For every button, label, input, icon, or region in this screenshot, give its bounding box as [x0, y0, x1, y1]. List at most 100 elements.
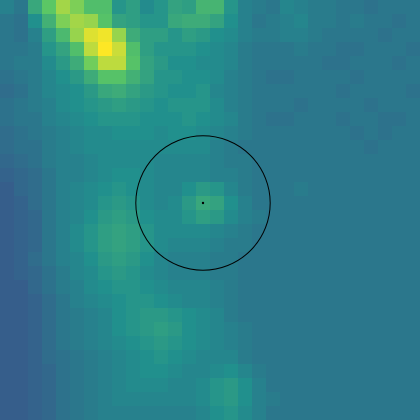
heatmap-cell [112, 84, 127, 99]
heatmap-cell [336, 112, 351, 127]
heatmap-cell [42, 280, 57, 295]
heatmap-cell [126, 336, 141, 351]
heatmap-cell [238, 224, 253, 239]
heatmap-cell [140, 210, 155, 225]
heatmap-cell [14, 238, 29, 253]
heatmap-cell [336, 280, 351, 295]
heatmap-cell [252, 238, 267, 253]
heatmap-cell [336, 308, 351, 323]
heatmap-cell [14, 392, 29, 407]
heatmap-cell [168, 14, 183, 29]
heatmap-cell [98, 210, 113, 225]
heatmap-cell [336, 378, 351, 393]
heatmap-cell [336, 392, 351, 407]
heatmap-cell [266, 266, 281, 281]
heatmap-cell [322, 98, 337, 113]
heatmap-cell [56, 280, 71, 295]
heatmap-cell [224, 280, 239, 295]
heatmap-cell [280, 308, 295, 323]
heatmap-cell [238, 140, 253, 155]
heatmap-cell [280, 140, 295, 155]
heatmap-cell [168, 238, 183, 253]
heatmap-cell [252, 252, 267, 267]
heatmap-cell [140, 308, 155, 323]
heatmap-cell [252, 126, 267, 141]
heatmap-cell [140, 84, 155, 99]
heatmap-cell [154, 364, 169, 379]
heatmap-cell [378, 112, 393, 127]
heatmap-cell [182, 364, 197, 379]
heatmap-cell [210, 364, 225, 379]
heatmap-cell [308, 294, 323, 309]
heatmap-cell [28, 266, 43, 281]
heatmap-cell [0, 364, 15, 379]
heatmap-cell [364, 266, 379, 281]
heatmap-cell [406, 378, 420, 393]
heatmap-cell [0, 28, 15, 43]
heatmap-cell [350, 126, 365, 141]
heatmap-cell [280, 168, 295, 183]
heatmap-cell [126, 84, 141, 99]
heatmap-cell [70, 168, 85, 183]
heatmap-cell [378, 238, 393, 253]
heatmap-cell [154, 280, 169, 295]
heatmap-cell [28, 336, 43, 351]
heatmap-cell [196, 294, 211, 309]
heatmap-cell [182, 140, 197, 155]
heatmap-cell [84, 406, 99, 420]
heatmap-cell [210, 406, 225, 420]
heatmap-cell [168, 126, 183, 141]
heatmap-cell [84, 56, 99, 71]
heatmap-cell [280, 28, 295, 43]
heatmap-cell [0, 210, 15, 225]
heatmap-cell [112, 182, 127, 197]
heatmap-cell [126, 196, 141, 211]
heatmap-cell [112, 224, 127, 239]
heatmap-cell [154, 140, 169, 155]
heatmap-cell [252, 378, 267, 393]
heatmap-cell [98, 98, 113, 113]
heatmap-cell [140, 42, 155, 57]
heatmap-cell [392, 378, 407, 393]
heatmap-cell [336, 98, 351, 113]
heatmap-cell [252, 196, 267, 211]
heatmap-cell [392, 182, 407, 197]
heatmap-cell [196, 336, 211, 351]
heatmap-cell [336, 252, 351, 267]
heatmap-cell [406, 112, 420, 127]
heatmap-cell [350, 168, 365, 183]
heatmap-cell [0, 112, 15, 127]
heatmap-cell [294, 28, 309, 43]
heatmap-cell [196, 84, 211, 99]
heatmap-cell [168, 266, 183, 281]
heatmap-cell [308, 42, 323, 57]
heatmap-cell [154, 196, 169, 211]
heatmap-cell [266, 294, 281, 309]
heatmap-cell [28, 378, 43, 393]
heatmap-cell [210, 210, 225, 225]
heatmap-cell [196, 0, 211, 15]
heatmap-cell [168, 0, 183, 15]
heatmap-cell [42, 98, 57, 113]
heatmap-cell [322, 308, 337, 323]
heatmap-cell [238, 364, 253, 379]
heatmap-cell [14, 140, 29, 155]
heatmap-cell [336, 406, 351, 420]
heatmap-cell [0, 350, 15, 365]
heatmap-cell [70, 112, 85, 127]
heatmap-cell [350, 182, 365, 197]
heatmap-cell [42, 238, 57, 253]
heatmap-cell [406, 154, 420, 169]
heatmap-cell [406, 98, 420, 113]
heatmap-cell [336, 196, 351, 211]
heatmap-cell [336, 266, 351, 281]
heatmap-cell [154, 56, 169, 71]
heatmap-cell [0, 14, 15, 29]
heatmap-cell [280, 294, 295, 309]
heatmap-cell [112, 140, 127, 155]
heatmap-cell [266, 364, 281, 379]
heatmap-cell [70, 56, 85, 71]
heatmap-cell [378, 182, 393, 197]
heatmap-cell [322, 266, 337, 281]
heatmap-cell [98, 42, 113, 57]
